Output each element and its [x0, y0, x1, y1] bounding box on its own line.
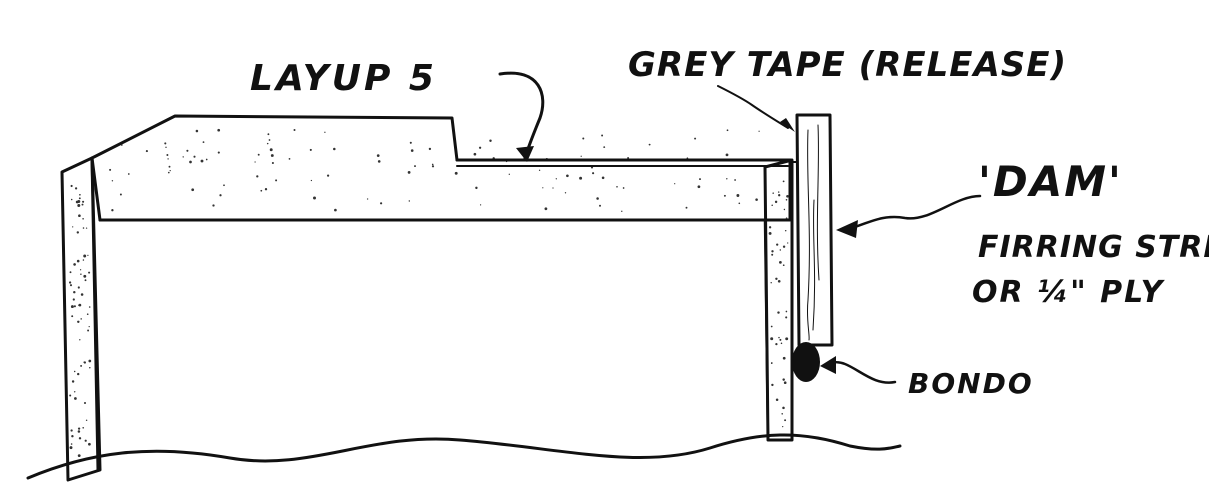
leader-bondo [820, 356, 897, 384]
label-layup: LAYUP 5 [250, 58, 437, 99]
core-beam [90, 114, 792, 222]
label-firring-line2: OR ¼" PLY [972, 275, 1166, 310]
label-dam: 'DAM' [978, 157, 1123, 206]
label-grey-tape: GREY TAPE (RELEASE) [628, 45, 1067, 85]
leader-dam [836, 194, 982, 238]
leader-layup [498, 71, 545, 162]
ground-line [26, 433, 902, 480]
left-post [60, 156, 102, 482]
right-post [763, 158, 794, 442]
leader-grey-tape [717, 85, 795, 132]
label-firring-line1: FIRRING STRIP [978, 230, 1209, 265]
bondo-blob [792, 342, 820, 382]
layup-layer [455, 158, 792, 167]
dam-strip [791, 113, 834, 347]
label-bondo: BONDO [908, 367, 1034, 400]
